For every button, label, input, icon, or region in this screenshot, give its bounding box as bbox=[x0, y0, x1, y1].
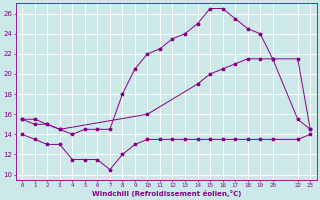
X-axis label: Windchill (Refroidissement éolien,°C): Windchill (Refroidissement éolien,°C) bbox=[92, 190, 241, 197]
